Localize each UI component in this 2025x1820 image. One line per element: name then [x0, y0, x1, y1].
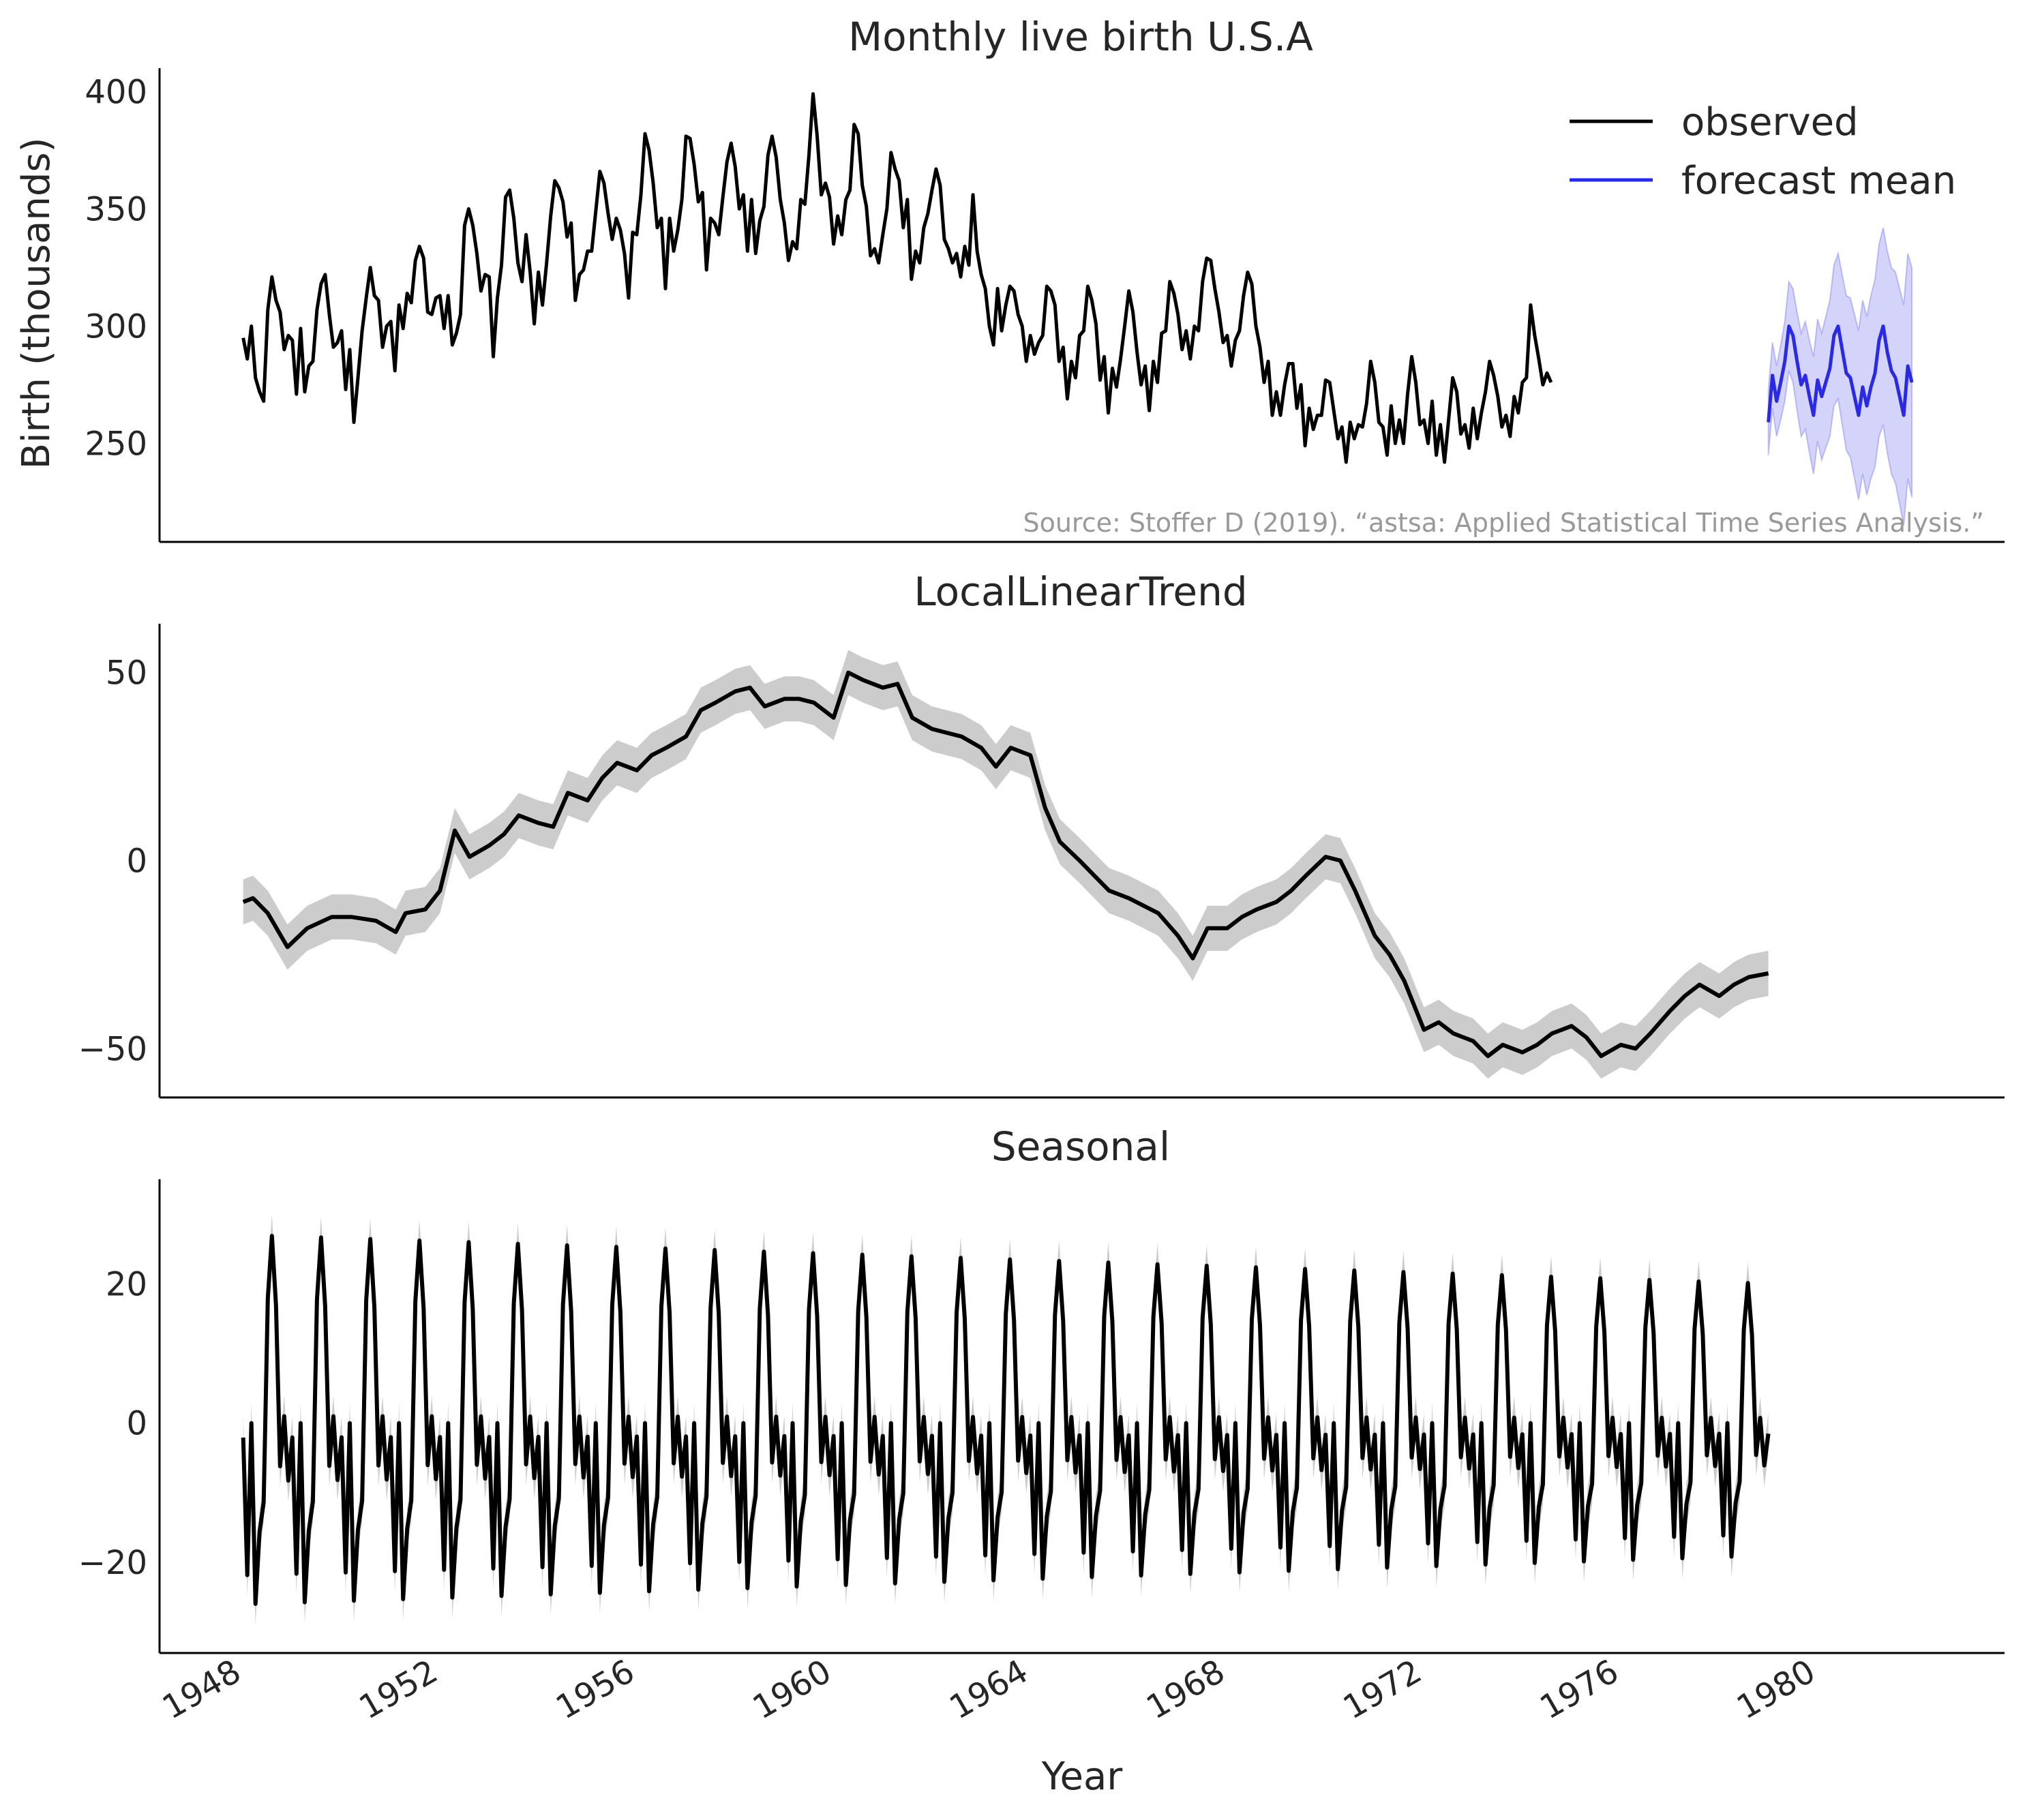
panel-seasonal: Seasonal −20 0 20: [78, 1123, 2005, 1654]
y-tick-label: −20: [78, 1544, 147, 1582]
y-ticks: 250 300 350 400: [85, 73, 147, 463]
plot-area: [241, 1215, 1771, 1625]
panel-local-linear-trend: LocalLinearTrend −50 0 50: [78, 568, 2005, 1099]
y-ticks: −50 0 50: [78, 654, 147, 1069]
y-tick-label: 0: [126, 843, 147, 881]
uncertainty-band: [243, 650, 1769, 1079]
panel-title: Seasonal: [991, 1123, 1170, 1170]
x-tick-label: 1980: [1730, 1652, 1822, 1727]
series-line-forecast-mean: [1767, 324, 1914, 423]
x-tick-label: 1972: [1337, 1652, 1428, 1727]
legend: observed forecast mean: [1570, 100, 1956, 203]
series-line-seasonal: [241, 1234, 1771, 1606]
panel-title: Monthly live birth U.S.A: [848, 14, 1313, 60]
x-tick-label: 1968: [1140, 1652, 1231, 1727]
y-tick-label: 0: [126, 1405, 147, 1443]
y-tick-label: −50: [78, 1030, 147, 1068]
plot-area: [241, 92, 1914, 526]
x-tick-labels: 1948 1952 1956 1960 1964 1968 1972 1976 1980: [156, 1652, 1822, 1727]
x-axis-label: Year: [1041, 1755, 1124, 1799]
x-tick-label: 1952: [353, 1652, 445, 1727]
y-tick-label: 20: [106, 1265, 147, 1303]
x-tick-label: 1976: [1533, 1652, 1625, 1727]
x-tick-label: 1948: [156, 1652, 247, 1727]
y-tick-label: 250: [85, 425, 147, 463]
x-tick-label: 1964: [943, 1652, 1034, 1727]
x-tick-label: 1956: [550, 1652, 641, 1727]
y-tick-label: 400: [85, 73, 147, 111]
x-tick-label: 1960: [747, 1652, 838, 1727]
legend-label-forecast: forecast mean: [1681, 159, 1956, 203]
forecast-interval-band: [1767, 227, 1913, 526]
y-tick-label: 300: [85, 307, 147, 346]
plot-area: [242, 650, 1769, 1079]
panel-title: LocalLinearTrend: [914, 568, 1247, 615]
y-ticks: −20 0 20: [78, 1265, 147, 1582]
legend-label-observed: observed: [1681, 100, 1859, 145]
y-tick-label: 350: [85, 190, 147, 228]
series-line-observed: [241, 92, 1553, 464]
y-tick-label: 50: [106, 654, 147, 693]
source-annotation: Source: Stoffer D (2019). “astsa: Applie…: [1023, 508, 1984, 538]
panel-monthly-births: Monthly live birth U.S.A Birth (thousand…: [14, 14, 2005, 543]
series-line-trend: [242, 670, 1769, 1059]
y-axis-label: Birth (thousands): [14, 138, 59, 470]
